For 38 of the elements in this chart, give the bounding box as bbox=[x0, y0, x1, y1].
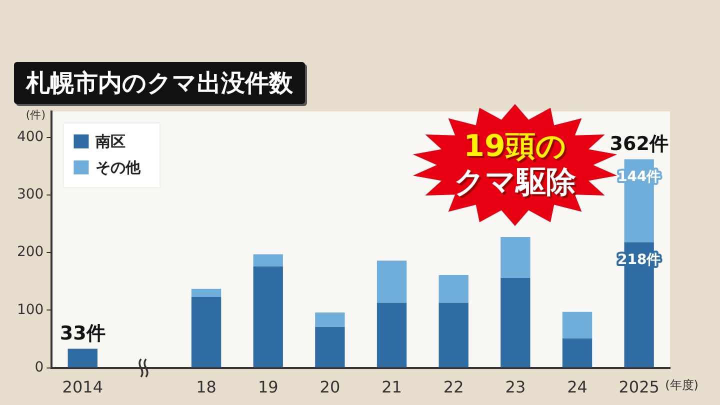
x-tick-label: 18 bbox=[196, 378, 216, 397]
bar bbox=[253, 254, 283, 266]
x-tick-label: 2025 bbox=[618, 378, 660, 397]
y-tick-label: 0 bbox=[34, 359, 44, 376]
annotation: 19頭の bbox=[464, 129, 566, 164]
bar bbox=[562, 312, 592, 338]
legend-label: 南区 bbox=[94, 132, 126, 150]
bar bbox=[253, 266, 283, 368]
x-tick-label: 21 bbox=[382, 378, 402, 397]
bar bbox=[191, 296, 222, 368]
bar bbox=[68, 348, 98, 368]
bar bbox=[376, 302, 407, 368]
bar bbox=[438, 275, 468, 303]
bar bbox=[438, 302, 468, 368]
y-tick-label: 400 bbox=[16, 128, 44, 145]
y-tick-label: 100 bbox=[16, 302, 44, 318]
x-axis-title: (年度) bbox=[665, 378, 698, 392]
x-tick-label: 19 bbox=[258, 378, 278, 397]
bar bbox=[500, 278, 530, 368]
y-tick-label: 200 bbox=[16, 244, 44, 260]
x-tick-label: 24 bbox=[567, 378, 588, 397]
x-tick-label: 23 bbox=[505, 378, 526, 397]
total-label: 362件 bbox=[610, 133, 668, 156]
y-axis-title: (件) bbox=[26, 108, 46, 122]
annotation: クマ駆除 bbox=[454, 165, 576, 200]
x-tick-label: 22 bbox=[443, 378, 464, 397]
bar bbox=[376, 260, 407, 303]
bar bbox=[500, 237, 530, 278]
x-tick-label: 20 bbox=[320, 378, 340, 397]
bar bbox=[315, 326, 345, 368]
bar bbox=[315, 312, 345, 327]
total-label: 33件 bbox=[60, 322, 106, 345]
bar bbox=[191, 288, 222, 297]
bar bbox=[562, 338, 592, 368]
x-tick-label: 2014 bbox=[62, 378, 103, 397]
legend-label: その他 bbox=[96, 158, 142, 176]
y-tick-label: 300 bbox=[16, 186, 44, 203]
chart-title: 札幌市内のクマ出没件数 bbox=[14, 62, 305, 104]
